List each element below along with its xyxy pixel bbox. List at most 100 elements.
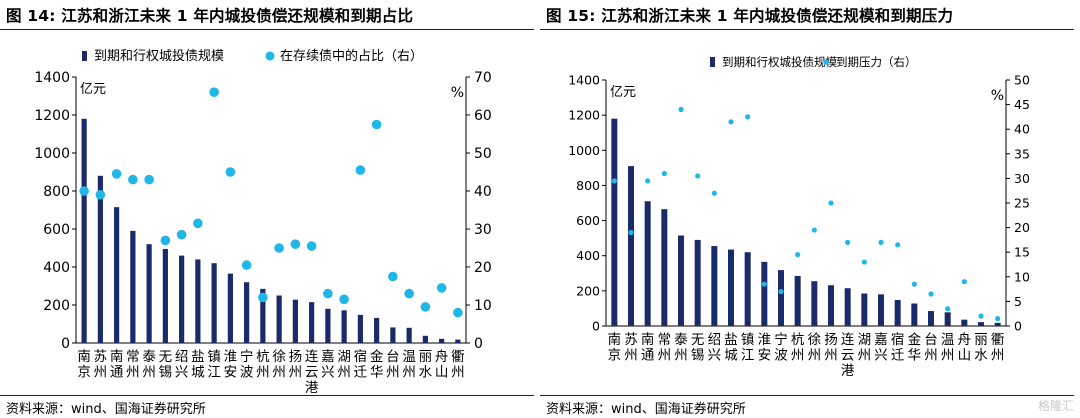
category-label: 南京	[77, 349, 91, 381]
figure-title: 图 14: 江苏和浙江未来 1 年内城投债偿还规模和到期占比	[6, 4, 413, 26]
right-tick-label: 20	[474, 260, 492, 276]
bar	[244, 282, 250, 343]
bar	[325, 308, 331, 343]
scatter-point	[828, 200, 834, 206]
left-tick-label: 800	[43, 184, 70, 200]
category-label: 无锡	[691, 332, 705, 364]
bar	[728, 249, 734, 326]
scatter-point	[323, 288, 333, 299]
right-tick-label: 50	[474, 146, 492, 162]
bar	[844, 288, 851, 326]
scatter-point	[404, 288, 414, 299]
left-tick-label: 200	[43, 298, 70, 314]
bar	[944, 312, 951, 326]
category-label: 淮安	[224, 349, 238, 381]
chart-15: 0 200 400 600 800 1000 1200 1400 0 5 10 15 20 25 30 35 4…	[568, 55, 1030, 379]
bar	[211, 263, 217, 343]
category-label: 连云港	[305, 349, 319, 396]
scatter-point	[911, 281, 917, 287]
bar	[878, 294, 884, 326]
bar	[455, 339, 461, 343]
bar	[276, 295, 282, 343]
bar	[928, 311, 934, 326]
figure-label: 图 14:	[6, 7, 56, 25]
scatter-point	[961, 279, 967, 285]
right-tick-label: 20	[1014, 220, 1030, 235]
scatter-point	[795, 252, 801, 258]
category-label: 泰州	[674, 332, 688, 364]
legend-bar-swatch	[82, 51, 87, 61]
scatter-point	[678, 106, 684, 113]
bar	[292, 299, 298, 343]
bar	[611, 118, 618, 327]
category-label: 嘉兴	[321, 349, 335, 381]
category-label: 宁波	[240, 348, 254, 381]
right-tick-label: 0	[1014, 319, 1022, 334]
category-label: 扬州	[824, 332, 838, 364]
category-label: 徐州	[808, 332, 822, 364]
source-note: 资料来源：wind、国海证券研究所	[546, 402, 746, 417]
right-tick-label: 10	[474, 298, 492, 314]
scatter-point	[778, 288, 784, 295]
category-label: 宿迁	[354, 348, 368, 381]
legend-bar-swatch	[710, 57, 715, 67]
bar	[260, 288, 266, 343]
scatter-point	[695, 173, 701, 179]
category-label: 南通	[110, 349, 124, 381]
scatter-point	[176, 229, 187, 240]
scatter-point	[209, 87, 219, 97]
category-label: 绍兴	[708, 332, 722, 364]
bar	[828, 285, 834, 326]
category-label: 台州	[924, 332, 938, 364]
left-axis-unit: 亿元	[610, 85, 636, 100]
figure-title-text: 江苏和浙江未来 1 年内城投债偿还规模和到期压力	[601, 7, 954, 25]
right-tick-label: 30	[474, 222, 492, 238]
category-label: 苏州	[94, 349, 108, 381]
right-tick-label: 35	[1014, 146, 1030, 161]
source-rule	[540, 395, 1074, 396]
chart-14: 0 200 400 600 800 1000 1200 1400 0 10 20 30 40 50 60 70…	[34, 48, 492, 396]
bar	[227, 273, 233, 343]
scatter-point	[995, 316, 1001, 322]
scatter-point	[388, 271, 398, 282]
bar	[794, 275, 801, 326]
category-label: 杭州	[791, 332, 805, 364]
scatter-point	[258, 292, 268, 303]
source-note: 资料来源：wind、国海证券研究所	[6, 402, 206, 417]
category-label: 绍兴	[175, 349, 189, 381]
right-tick-label: 50	[1014, 73, 1030, 88]
scatter-point	[611, 178, 617, 184]
chart-panel-14: 图 14: 江苏和浙江未来 1 年内城投债偿还规模和到期占比 0 200 400 60…	[0, 4, 534, 417]
scatter-point	[978, 313, 984, 319]
bar	[778, 270, 784, 326]
scatter-point	[945, 306, 951, 312]
bar	[309, 302, 315, 343]
bar	[130, 230, 136, 343]
scatter-point	[728, 119, 734, 125]
category-label: 金华	[908, 332, 922, 364]
bar	[114, 207, 120, 343]
category-label: 扬州	[289, 349, 303, 381]
scatter-point	[339, 294, 349, 305]
category-label: 杭州	[256, 349, 270, 381]
category-label: 苏州	[624, 332, 638, 364]
bar	[406, 327, 412, 343]
category-label: 宁波	[774, 331, 788, 364]
category-label: 常州	[126, 349, 140, 381]
category-label: 衢州	[991, 331, 1005, 364]
bar	[179, 255, 185, 343]
right-tick-label: 10	[1014, 269, 1030, 284]
bar	[97, 175, 103, 343]
bar	[678, 235, 684, 326]
scatter-point	[645, 178, 651, 184]
left-tick-label: 1200	[34, 108, 70, 124]
legend-dot-swatch	[265, 51, 275, 61]
bar	[439, 338, 445, 343]
scatter-point	[895, 242, 901, 248]
scatter-point	[225, 167, 236, 177]
scatter-point	[661, 170, 667, 177]
category-label: 南京	[608, 332, 622, 364]
category-label: 舟山	[435, 349, 449, 381]
category-label: 盐城	[724, 332, 738, 364]
figure-title-text: 江苏和浙江未来 1 年内城投债偿还规模和到期占比	[61, 7, 414, 25]
